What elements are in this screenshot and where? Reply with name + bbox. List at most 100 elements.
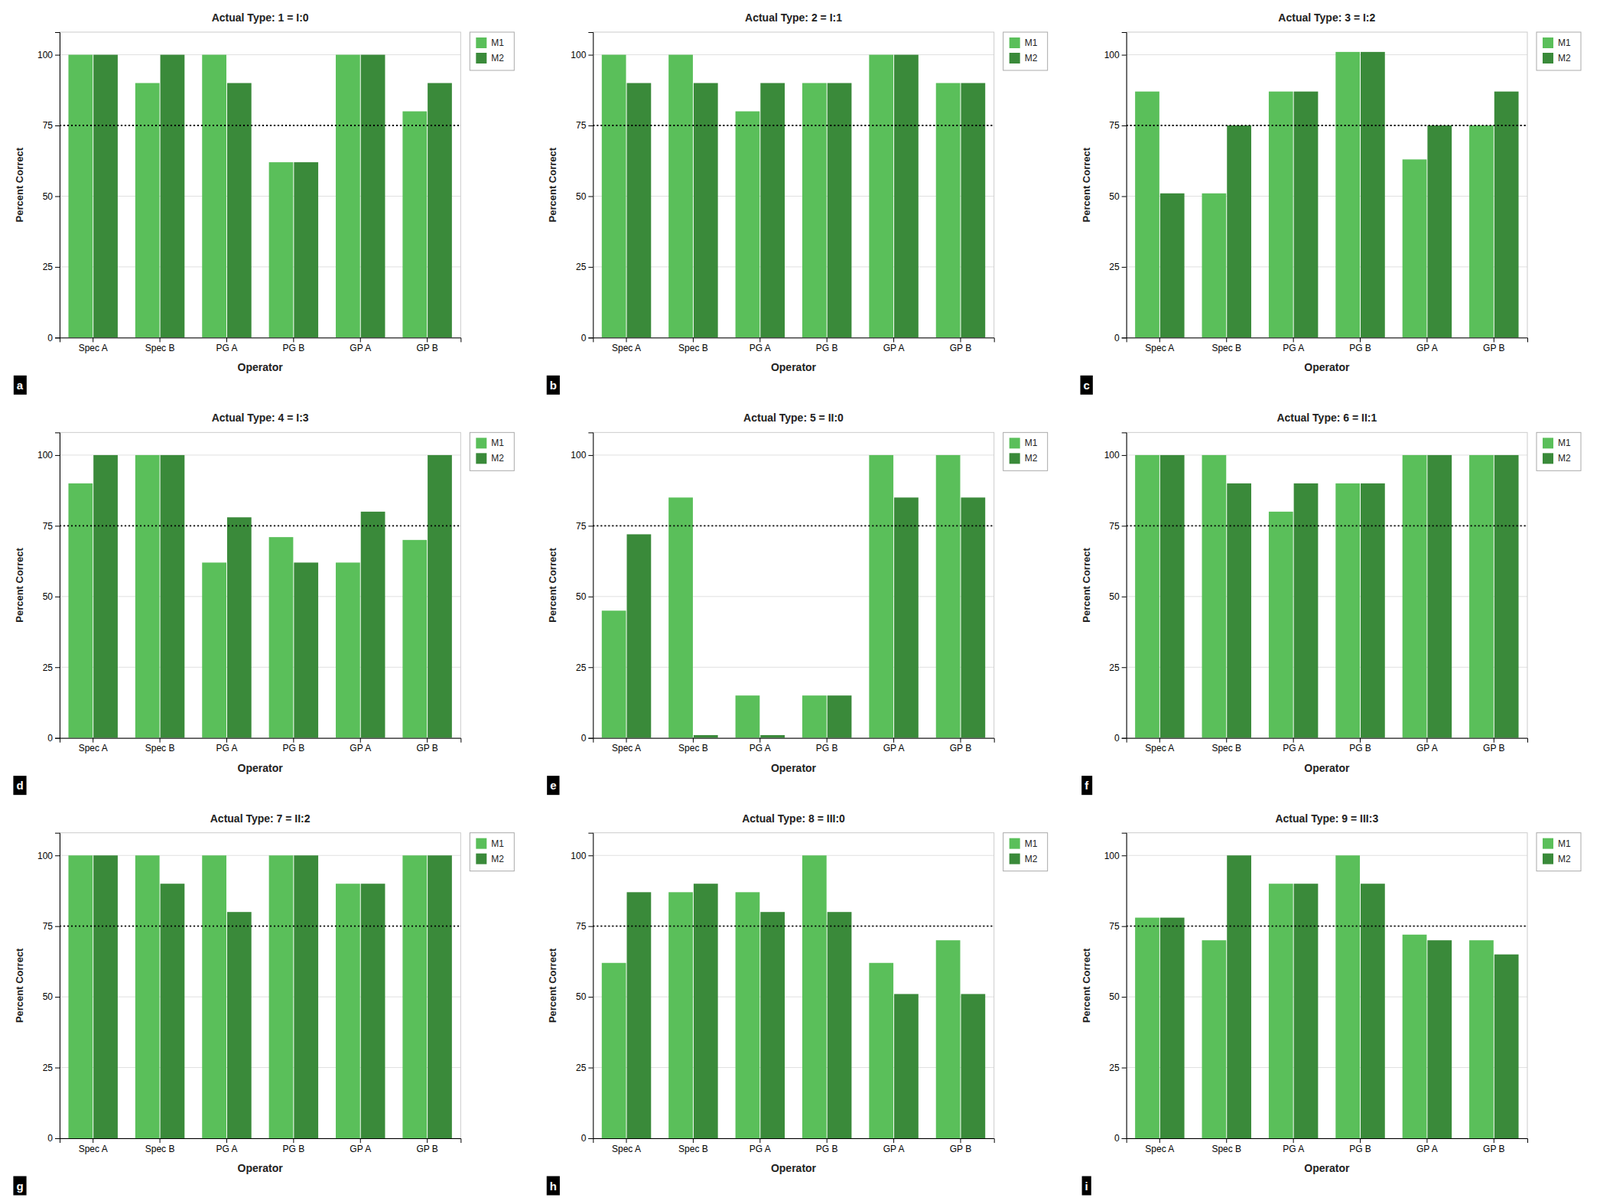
- y-tick: 25: [1108, 1062, 1126, 1074]
- y-tick: 50: [1108, 991, 1126, 1002]
- series: [1134, 455, 1494, 739]
- legend-frame: [469, 32, 514, 71]
- bar: [1402, 455, 1428, 739]
- y-tick: 0: [581, 732, 594, 744]
- bar: [601, 962, 627, 1139]
- panel-label: h: [546, 1176, 560, 1196]
- bar: [1134, 917, 1160, 1139]
- grid-line: [1126, 125, 1528, 127]
- series: [1160, 52, 1519, 338]
- y-tick-label: 100: [37, 449, 53, 461]
- bar: [627, 533, 652, 738]
- bar: [601, 610, 627, 738]
- bar: [601, 55, 627, 339]
- x-tick: GP B: [1482, 738, 1505, 755]
- x-tick: GP B: [416, 1138, 438, 1155]
- y-tick: 25: [575, 1062, 593, 1074]
- x-tick-label: Spec A: [611, 742, 641, 754]
- plot-area: [59, 455, 461, 739]
- legend-item: M1: [1542, 437, 1571, 449]
- x-tick: PG B: [816, 337, 839, 354]
- plot-frame: [59, 832, 461, 1139]
- legend-item: M2: [475, 52, 505, 64]
- grid-line: [59, 996, 461, 998]
- bar: [201, 855, 227, 1139]
- panel: Spec ASpec BPG APG BGP AGP B0255075100Ac…: [1079, 11, 1581, 395]
- panel-label: d: [13, 775, 27, 795]
- bar: [735, 111, 761, 339]
- bar: [735, 891, 761, 1139]
- y-tick: 75: [1108, 120, 1126, 131]
- bar: [827, 83, 853, 339]
- series: [1134, 855, 1494, 1139]
- legend-item: M1: [475, 437, 505, 449]
- bar: [760, 911, 785, 1139]
- bar: [335, 562, 361, 738]
- plot-area: [59, 55, 461, 339]
- bar: [1469, 125, 1494, 338]
- y-tick: 75: [42, 520, 60, 532]
- y-tick-label: 75: [575, 520, 587, 532]
- legend: M1M2: [1536, 432, 1581, 471]
- x-tick-label: GP A: [349, 342, 371, 354]
- reference-line: [592, 524, 994, 527]
- legend-label: M1: [1557, 437, 1571, 449]
- legend-item: M1: [475, 37, 505, 49]
- x-axis-title: Operator: [1304, 761, 1350, 774]
- title: Actual Type: 6 = II:1: [1276, 411, 1377, 424]
- panel-label-box: [13, 1176, 27, 1196]
- y-tick-mark: [588, 1067, 593, 1069]
- y-tick: 75: [575, 120, 593, 131]
- legend-label: M2: [491, 452, 505, 464]
- grid-line: [59, 1066, 461, 1068]
- x-tick-mark: [92, 1138, 94, 1143]
- x-tick-label: GP B: [416, 1143, 438, 1155]
- x-axis-line: [60, 738, 462, 743]
- bar: [1360, 52, 1386, 338]
- y-tick-mark: [55, 1138, 60, 1139]
- panel: Spec ASpec BPG APG BGP AGP B0255075100Ac…: [546, 411, 1048, 795]
- y-tick: 100: [37, 449, 60, 461]
- panel-label-text: a: [16, 378, 24, 392]
- y-tick-label: 50: [575, 991, 587, 1002]
- y-tick-mark: [55, 266, 60, 268]
- x-tick-mark: [893, 337, 895, 342]
- y-tick-mark: [588, 455, 593, 456]
- x-tick-label: PG B: [816, 342, 839, 354]
- x-tick-label: Spec A: [78, 342, 108, 354]
- x-tick-mark: [626, 337, 628, 342]
- legend: M1M2: [469, 32, 514, 71]
- x-axis-line: [593, 738, 995, 743]
- panel-label-text: g: [16, 1179, 23, 1193]
- legend-label: M1: [1024, 437, 1038, 449]
- bar: [269, 855, 294, 1139]
- x-tick: Spec B: [145, 337, 176, 354]
- bar: [894, 55, 919, 339]
- y-tick-label: 25: [575, 1062, 587, 1074]
- x-axis: Spec ASpec BPG APG BGP AGP B: [593, 337, 995, 354]
- panel-label: b: [546, 375, 560, 395]
- x-axis: Spec ASpec BPG APG BGP AGP B: [593, 738, 995, 755]
- legend-item: M2: [1009, 52, 1038, 64]
- x-tick-mark: [1293, 738, 1295, 743]
- bar: [1226, 855, 1252, 1139]
- reference-line: [1126, 524, 1528, 527]
- y-tick: 75: [1108, 520, 1126, 532]
- x-axis-title: Operator: [770, 360, 817, 374]
- y-tick-label: 75: [1108, 520, 1120, 532]
- x-tick-label: Spec B: [678, 742, 709, 754]
- grid: [1126, 455, 1528, 739]
- x-tick-mark: [1493, 1138, 1495, 1143]
- x-tick: GP B: [1482, 337, 1505, 354]
- grid-line: [592, 666, 994, 668]
- y-tick: 0: [581, 332, 594, 344]
- y-tick: 100: [570, 449, 593, 461]
- legend-item: M2: [1009, 853, 1038, 865]
- bar: [360, 511, 386, 739]
- legend: M1M2: [1536, 32, 1581, 71]
- y-tick-mark: [588, 525, 593, 527]
- y-tick: 75: [575, 520, 593, 532]
- y-tick: 25: [42, 1062, 60, 1074]
- x-tick-label: GP B: [1482, 1143, 1505, 1155]
- x-tick: GP A: [883, 738, 905, 755]
